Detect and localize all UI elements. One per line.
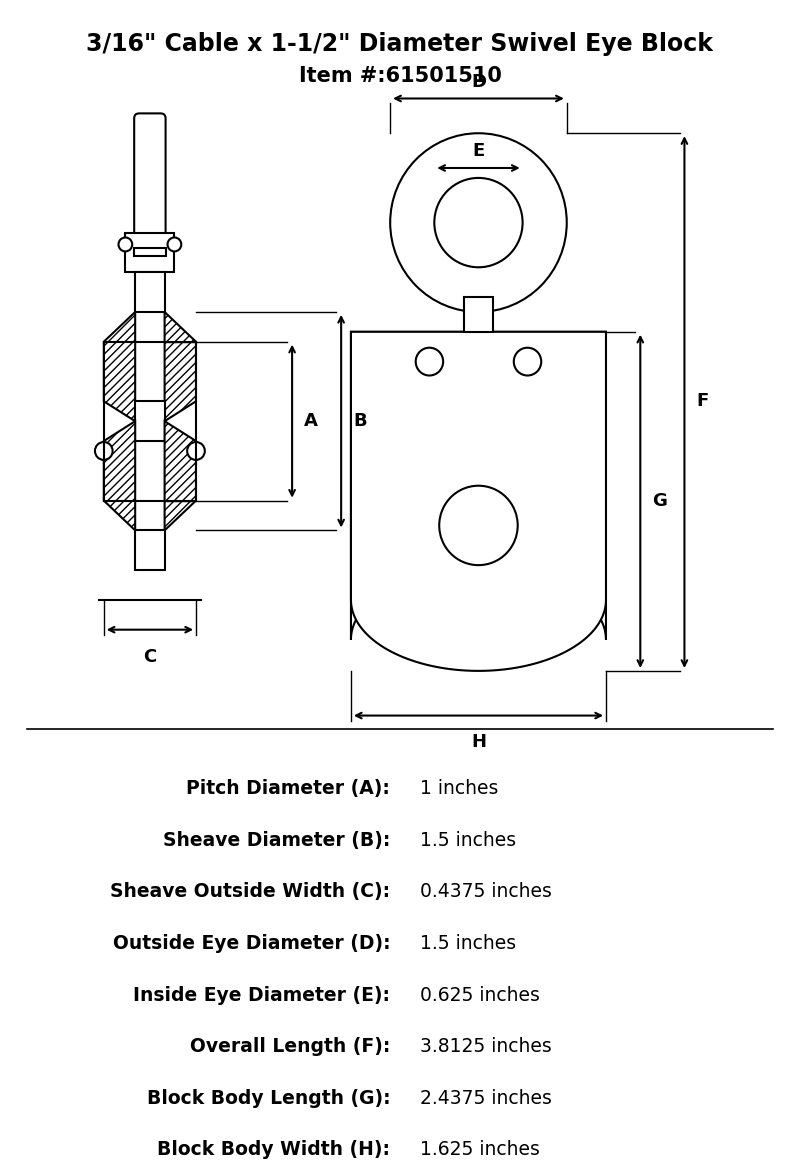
Circle shape <box>514 347 542 376</box>
Text: H: H <box>471 734 486 751</box>
Circle shape <box>118 238 132 252</box>
Circle shape <box>439 486 518 565</box>
Text: C: C <box>143 647 157 666</box>
Polygon shape <box>104 421 135 530</box>
Text: Item #:61501510: Item #:61501510 <box>298 66 502 85</box>
Text: 1.5 inches: 1.5 inches <box>420 831 516 849</box>
Bar <box>135 273 165 312</box>
Bar <box>135 401 165 441</box>
Text: Sheave Outside Width (C):: Sheave Outside Width (C): <box>110 882 390 901</box>
Text: 3/16" Cable x 1-1/2" Diameter Swivel Eye Block: 3/16" Cable x 1-1/2" Diameter Swivel Eye… <box>86 32 714 56</box>
FancyBboxPatch shape <box>134 113 166 238</box>
Text: 3.8125 inches: 3.8125 inches <box>420 1037 551 1057</box>
Polygon shape <box>351 332 606 640</box>
Bar <box>134 248 166 256</box>
Text: Block Body Length (G):: Block Body Length (G): <box>146 1089 390 1108</box>
Text: A: A <box>304 412 318 431</box>
Text: Block Body Width (H):: Block Body Width (H): <box>157 1141 390 1159</box>
Text: 0.4375 inches: 0.4375 inches <box>420 882 551 901</box>
Text: Overall Length (F):: Overall Length (F): <box>190 1037 390 1057</box>
Text: 1.625 inches: 1.625 inches <box>420 1141 539 1159</box>
Bar <box>135 530 165 570</box>
Text: 1 inches: 1 inches <box>420 779 498 798</box>
Text: E: E <box>472 142 485 160</box>
Bar <box>464 297 493 332</box>
Circle shape <box>416 347 443 376</box>
Text: Outside Eye Diameter (D):: Outside Eye Diameter (D): <box>113 934 390 952</box>
Polygon shape <box>351 332 606 670</box>
Circle shape <box>434 178 522 267</box>
Polygon shape <box>165 421 196 530</box>
Text: B: B <box>353 412 366 431</box>
Text: F: F <box>696 392 709 411</box>
Circle shape <box>390 133 566 312</box>
Text: Sheave Diameter (B):: Sheave Diameter (B): <box>163 831 390 849</box>
Text: Inside Eye Diameter (E):: Inside Eye Diameter (E): <box>133 985 390 1005</box>
Text: 1.5 inches: 1.5 inches <box>420 934 516 952</box>
Text: D: D <box>471 73 486 90</box>
Polygon shape <box>104 312 135 421</box>
Text: 2.4375 inches: 2.4375 inches <box>420 1089 551 1108</box>
Bar <box>126 233 174 273</box>
Text: 0.625 inches: 0.625 inches <box>420 985 539 1005</box>
Polygon shape <box>165 312 196 421</box>
Circle shape <box>95 442 113 460</box>
Text: G: G <box>652 491 667 510</box>
Circle shape <box>187 442 205 460</box>
Circle shape <box>167 238 182 252</box>
Text: Pitch Diameter (A):: Pitch Diameter (A): <box>186 779 390 798</box>
